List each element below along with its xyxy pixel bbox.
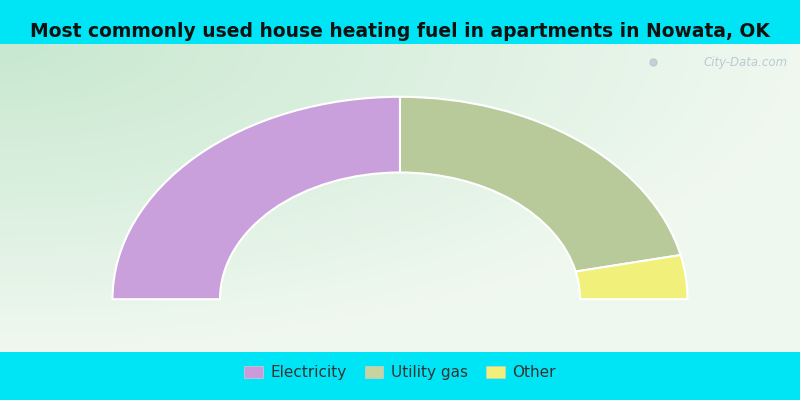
- Wedge shape: [113, 97, 400, 299]
- Wedge shape: [400, 97, 681, 272]
- Wedge shape: [576, 255, 687, 299]
- Text: City-Data.com: City-Data.com: [703, 56, 787, 69]
- Legend: Electricity, Utility gas, Other: Electricity, Utility gas, Other: [238, 359, 562, 386]
- Text: Most commonly used house heating fuel in apartments in Nowata, OK: Most commonly used house heating fuel in…: [30, 22, 770, 41]
